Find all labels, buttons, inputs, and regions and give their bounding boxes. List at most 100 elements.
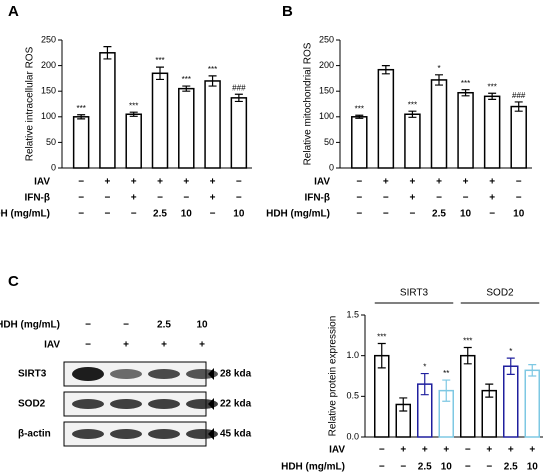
condition-value: − [356,209,362,220]
condition-value: − [383,209,389,220]
y-tick-label: 250 [319,34,334,44]
blot-band [148,369,180,379]
y-tick-label: 50 [46,137,56,147]
blot-arrow [208,398,214,410]
significance-label: ### [232,83,246,92]
blot-band-label: β-actin [18,429,51,440]
blot-condition-value: 2.5 [157,320,171,331]
bar [510,105,527,169]
error-bar [461,89,470,97]
condition-label: IAV [34,177,50,188]
condition-label: HDH (mg/mL) [0,209,50,220]
condition-value: − [465,462,471,473]
blot-size-label: 28 kda [220,369,252,380]
condition-value: 10 [513,209,525,220]
condition-value: − [400,462,406,473]
condition-value: − [157,193,163,204]
group-label: SIRT3 [400,288,429,299]
error-bar [129,111,138,117]
condition-value: − [78,177,84,188]
condition-value: 2.5 [418,462,432,473]
y-tick-label: 100 [41,111,56,121]
y-tick-label: 1.5 [346,309,359,319]
blot-condition-value: − [85,340,91,351]
bar [377,68,395,169]
error-bar [528,364,537,377]
blot-condition-value: + [161,340,167,351]
bar [204,80,221,169]
condition-value: − [78,209,84,220]
condition-value: − [78,193,84,204]
blot-band [186,429,218,439]
significance-label: *** [461,79,470,88]
significance-label: *** [355,104,364,113]
y-tick-label: 50 [324,137,334,147]
condition-value: − [105,193,111,204]
condition-value: − [516,193,522,204]
condition-value: + [443,445,449,456]
condition-value: − [489,209,495,220]
condition-value: − [516,177,522,188]
blot-band [110,369,142,379]
y-axis-label: Relative protein expression [328,316,339,437]
bar [99,52,116,169]
bar [483,95,501,169]
blot-band [110,429,142,439]
significance-label: *** [182,75,191,84]
group-label: SOD2 [486,288,514,299]
condition-value: 10 [441,462,453,473]
y-axis-label: Relative intracellular ROS [25,46,36,161]
significance-label: *** [463,337,472,346]
blot-band [186,399,218,409]
error-bar [77,114,86,120]
blot-band [110,399,142,409]
condition-value: − [383,193,389,204]
error-bar [234,93,243,103]
condition-value: + [105,177,111,188]
error-bar [435,74,443,86]
bar [460,354,476,438]
error-bar [408,110,417,118]
error-bar [103,46,112,60]
blot-band-label: SOD2 [18,399,46,410]
y-tick-label: 200 [41,60,56,70]
condition-value: + [529,445,535,456]
blot-condition-value: 10 [196,320,208,331]
condition-value: 10 [181,209,193,220]
significance-label: ### [512,91,526,100]
y-tick-label: 0.0 [346,431,359,441]
condition-value: 10 [460,209,472,220]
error-bar [381,65,390,75]
condition-value: − [356,193,362,204]
error-bar [399,397,408,412]
condition-value: + [489,193,495,204]
condition-value: − [210,209,216,220]
condition-value: 10 [527,462,539,473]
bar [524,369,540,438]
condition-value: 10 [233,209,245,220]
y-tick-label: 0.5 [346,391,359,401]
error-bar [485,383,494,398]
condition-label: HDH (mg/mL) [281,462,345,473]
bar [72,116,90,169]
significance-label: * [437,64,440,73]
significance-label: *** [76,104,85,113]
error-bar [420,372,429,396]
condition-value: − [463,193,469,204]
condition-value: + [508,445,514,456]
error-bar [377,342,386,369]
error-bar [463,346,472,365]
condition-value: 2.5 [153,209,167,220]
blot-band [148,429,180,439]
condition-value: − [236,193,242,204]
blot-band [72,399,104,409]
error-bar [208,75,217,87]
bar [457,91,474,169]
significance-label: * [509,347,512,356]
condition-value: + [463,177,469,188]
bar [125,113,142,169]
significance-label: *** [408,100,417,109]
condition-value: − [105,209,111,220]
condition-label: HDH (mg/mL) [266,209,330,220]
error-bar [442,379,451,402]
